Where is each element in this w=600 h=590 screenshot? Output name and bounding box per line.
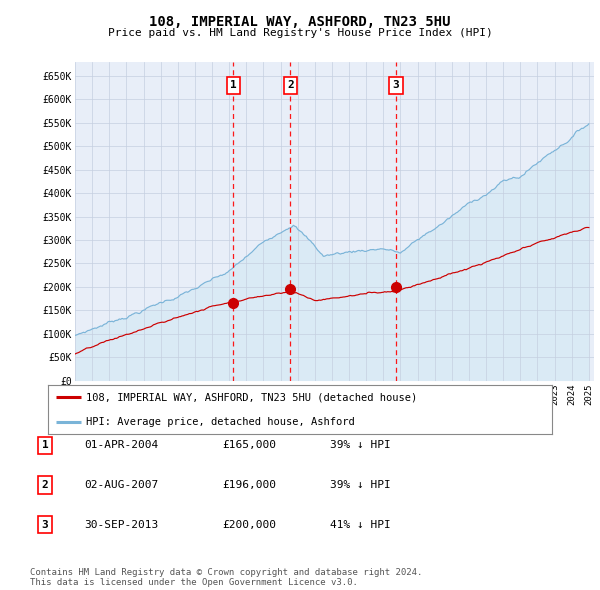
- Text: 39% ↓ HPI: 39% ↓ HPI: [330, 480, 391, 490]
- Text: 1: 1: [230, 80, 237, 90]
- Text: 108, IMPERIAL WAY, ASHFORD, TN23 5HU (detached house): 108, IMPERIAL WAY, ASHFORD, TN23 5HU (de…: [86, 392, 417, 402]
- Text: 39% ↓ HPI: 39% ↓ HPI: [330, 441, 391, 450]
- Text: 02-AUG-2007: 02-AUG-2007: [84, 480, 158, 490]
- Text: Price paid vs. HM Land Registry's House Price Index (HPI): Price paid vs. HM Land Registry's House …: [107, 28, 493, 38]
- Text: 41% ↓ HPI: 41% ↓ HPI: [330, 520, 391, 529]
- Text: 108, IMPERIAL WAY, ASHFORD, TN23 5HU: 108, IMPERIAL WAY, ASHFORD, TN23 5HU: [149, 15, 451, 29]
- Text: 2: 2: [287, 80, 294, 90]
- Text: £165,000: £165,000: [222, 441, 276, 450]
- Text: £196,000: £196,000: [222, 480, 276, 490]
- Text: Contains HM Land Registry data © Crown copyright and database right 2024.
This d: Contains HM Land Registry data © Crown c…: [30, 568, 422, 587]
- Text: 1: 1: [41, 441, 49, 450]
- Text: 2: 2: [41, 480, 49, 490]
- Text: HPI: Average price, detached house, Ashford: HPI: Average price, detached house, Ashf…: [86, 417, 355, 427]
- Text: 01-APR-2004: 01-APR-2004: [84, 441, 158, 450]
- Text: £200,000: £200,000: [222, 520, 276, 529]
- Text: 3: 3: [393, 80, 400, 90]
- Text: 30-SEP-2013: 30-SEP-2013: [84, 520, 158, 529]
- Text: 3: 3: [41, 520, 49, 529]
